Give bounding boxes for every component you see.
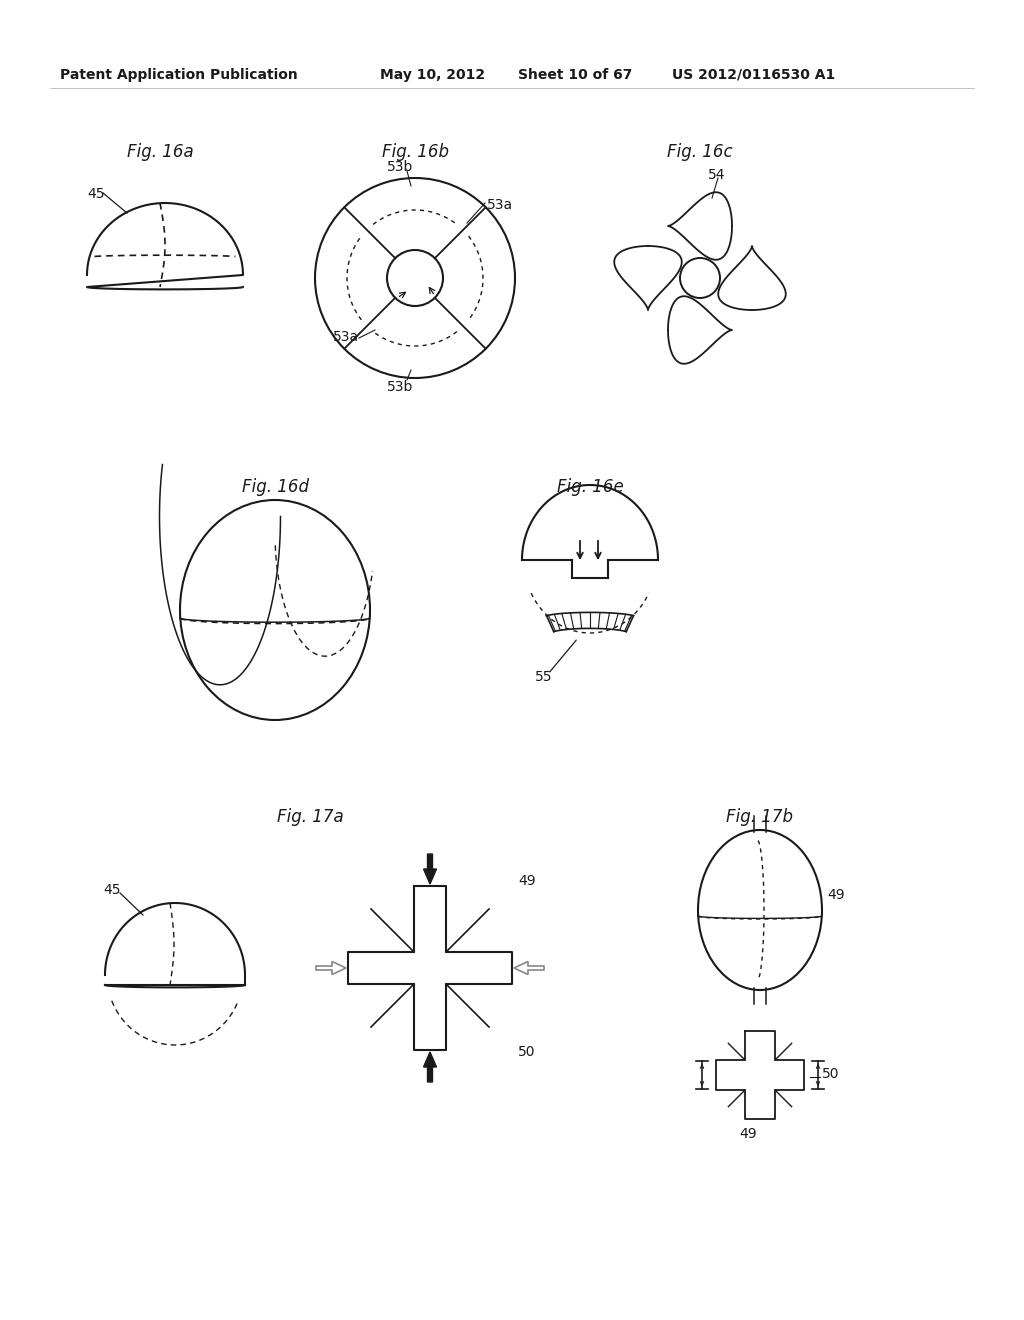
Text: Fig. 16d: Fig. 16d: [242, 478, 308, 496]
Text: 50: 50: [822, 1067, 840, 1081]
FancyArrow shape: [514, 961, 544, 974]
Text: 54: 54: [708, 168, 725, 182]
Text: US 2012/0116530 A1: US 2012/0116530 A1: [672, 69, 836, 82]
Text: Fig. 17b: Fig. 17b: [726, 808, 794, 826]
Text: Sheet 10 of 67: Sheet 10 of 67: [518, 69, 633, 82]
Text: Fig. 16c: Fig. 16c: [668, 143, 733, 161]
Text: 45: 45: [87, 187, 104, 201]
Text: Patent Application Publication: Patent Application Publication: [60, 69, 298, 82]
Text: 53b: 53b: [387, 160, 414, 174]
Text: 53a: 53a: [333, 330, 359, 345]
Text: Fig. 16a: Fig. 16a: [127, 143, 194, 161]
FancyArrow shape: [424, 1052, 436, 1082]
Text: Fig. 16e: Fig. 16e: [557, 478, 624, 496]
Text: 53a: 53a: [487, 198, 513, 213]
Text: 50: 50: [518, 1045, 536, 1059]
Text: 45: 45: [103, 883, 121, 898]
Text: 55: 55: [535, 671, 553, 684]
Text: 49: 49: [518, 874, 536, 888]
Text: 53b: 53b: [387, 380, 414, 393]
Text: 49: 49: [827, 888, 845, 902]
Text: Fig. 17a: Fig. 17a: [276, 808, 343, 826]
Text: Fig. 16b: Fig. 16b: [382, 143, 449, 161]
Text: May 10, 2012: May 10, 2012: [380, 69, 485, 82]
FancyArrow shape: [424, 854, 436, 884]
FancyArrow shape: [316, 961, 346, 974]
Text: 49: 49: [739, 1127, 757, 1140]
